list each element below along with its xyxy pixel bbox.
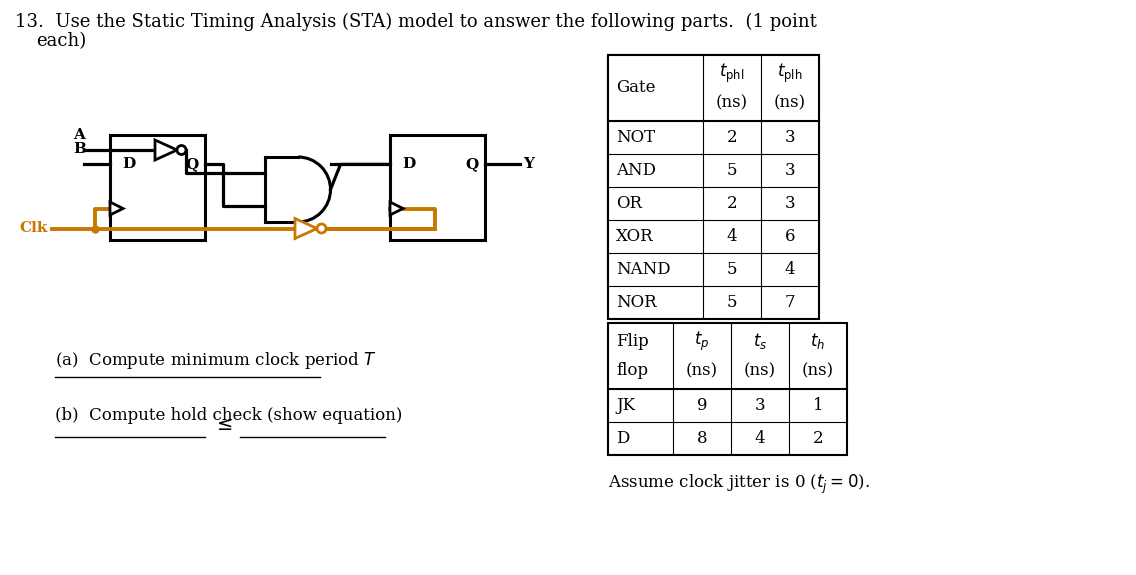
Text: 13.  Use the Static Timing Analysis (STA) model to answer the following parts.  : 13. Use the Static Timing Analysis (STA)… (15, 13, 817, 31)
Text: 6: 6 (785, 228, 795, 245)
Text: 4: 4 (754, 430, 766, 447)
Text: flop: flop (616, 362, 649, 380)
Text: 1: 1 (812, 397, 824, 414)
Text: NAND: NAND (616, 261, 670, 278)
Text: XOR: XOR (616, 228, 653, 245)
Bar (608, 55, 819, 286)
Text: JK: JK (616, 397, 635, 414)
Text: 5: 5 (727, 261, 737, 278)
Text: 2: 2 (727, 129, 737, 146)
Text: each): each) (36, 32, 86, 50)
Text: Assume clock jitter is 0 ($t_j = 0$).: Assume clock jitter is 0 ($t_j = 0$). (608, 473, 870, 496)
Bar (608, 55, 819, 319)
Text: (ns): (ns) (716, 94, 749, 112)
Text: 3: 3 (785, 129, 795, 146)
Text: Y: Y (523, 158, 534, 171)
Text: $t_{\mathrm{plh}}$: $t_{\mathrm{plh}}$ (777, 62, 803, 85)
Text: Q: Q (185, 158, 199, 171)
Bar (608, 323, 847, 455)
Text: Clk: Clk (19, 221, 48, 236)
Text: 4: 4 (727, 228, 737, 245)
Text: 3: 3 (785, 162, 795, 179)
Text: D: D (402, 158, 416, 171)
Text: Flip: Flip (616, 333, 649, 350)
Text: D: D (616, 430, 629, 447)
Text: 3: 3 (754, 397, 766, 414)
Text: 7: 7 (785, 294, 795, 311)
Polygon shape (295, 218, 317, 239)
Text: $t_p$: $t_p$ (694, 329, 710, 352)
Polygon shape (390, 202, 403, 215)
Text: $t_h$: $t_h$ (810, 331, 826, 351)
Text: D: D (122, 158, 135, 171)
Text: NOT: NOT (616, 129, 655, 146)
Circle shape (317, 224, 326, 233)
Text: Gate: Gate (616, 79, 655, 97)
Text: NOR: NOR (616, 294, 657, 311)
Text: (a)  Compute minimum clock period $T$: (a) Compute minimum clock period $T$ (55, 350, 377, 371)
Bar (110, 135, 204, 240)
Text: 4: 4 (785, 261, 795, 278)
Text: (ns): (ns) (774, 94, 807, 112)
Text: OR: OR (616, 195, 642, 212)
Text: (ns): (ns) (802, 362, 834, 380)
Circle shape (177, 145, 186, 155)
Text: 2: 2 (727, 195, 737, 212)
Text: 5: 5 (727, 294, 737, 311)
Text: (b)  Compute hold check (show equation): (b) Compute hold check (show equation) (55, 407, 402, 424)
Text: 9: 9 (696, 397, 708, 414)
Text: 2: 2 (812, 430, 824, 447)
Text: 5: 5 (727, 162, 737, 179)
Text: 3: 3 (785, 195, 795, 212)
Text: (ns): (ns) (686, 362, 718, 380)
Bar (390, 135, 485, 240)
Text: $t_s$: $t_s$ (753, 331, 767, 351)
Text: 8: 8 (696, 430, 708, 447)
Polygon shape (154, 140, 177, 160)
Text: $t_{\mathrm{phl}}$: $t_{\mathrm{phl}}$ (719, 62, 745, 85)
Text: Q: Q (465, 158, 478, 171)
Polygon shape (110, 202, 123, 215)
Text: B: B (73, 143, 86, 156)
Text: (ns): (ns) (744, 362, 776, 380)
Text: $\leq$: $\leq$ (214, 416, 233, 434)
Text: AND: AND (616, 162, 655, 179)
Text: A: A (73, 128, 85, 142)
